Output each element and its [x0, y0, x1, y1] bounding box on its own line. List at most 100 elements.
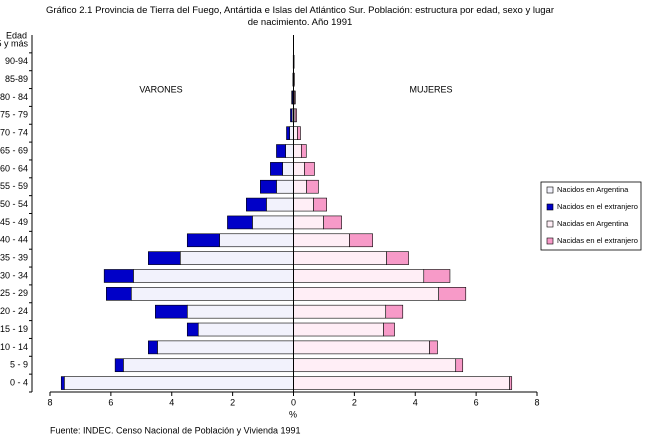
y-tick-label: 70 - 74 — [0, 128, 28, 138]
bar — [133, 269, 294, 283]
y-tick-label: 50 - 54 — [0, 199, 28, 209]
bar — [290, 108, 293, 123]
legend-box — [540, 181, 642, 251]
bar — [306, 179, 319, 194]
y-tick-label: 95 y más — [0, 38, 28, 48]
bar — [293, 233, 350, 248]
annotation: VARONES — [139, 84, 182, 94]
y-tick-label: 75 - 79 — [0, 110, 28, 120]
bar — [246, 197, 267, 212]
bar — [155, 304, 188, 319]
bar — [219, 233, 294, 248]
x-tick-label: 2 — [230, 397, 235, 407]
legend-swatch — [546, 220, 554, 228]
bar — [186, 322, 199, 337]
bar — [148, 251, 181, 265]
bar — [114, 358, 124, 373]
bar — [186, 233, 220, 248]
bar — [106, 287, 132, 301]
bar — [349, 233, 373, 248]
y-tick-label: 80 - 84 — [0, 92, 28, 102]
bar — [293, 287, 439, 301]
y-tick-label: 5 - 9 — [10, 360, 28, 370]
bar — [293, 144, 302, 158]
bar — [148, 340, 158, 355]
y-tick-label: 30 - 34 — [0, 270, 28, 280]
bar — [64, 376, 294, 390]
bar — [293, 162, 305, 176]
bar — [293, 304, 387, 319]
y-tick-label: 40 - 44 — [0, 235, 28, 245]
bar — [294, 108, 297, 123]
y-tick-label: 60 - 64 — [0, 163, 28, 173]
bar — [266, 197, 294, 212]
bar — [282, 162, 294, 176]
bar — [60, 376, 65, 390]
bar — [197, 322, 294, 337]
bar — [293, 126, 298, 140]
x-axis-label: % — [289, 409, 297, 419]
chart-title: Gráfico 2.1 Provincia de Tierra del Fueg… — [45, 5, 554, 28]
bar — [293, 322, 384, 337]
bar — [130, 287, 294, 301]
bar — [429, 340, 438, 355]
legend-swatch — [546, 237, 554, 245]
x-tick-label: 6 — [108, 397, 113, 407]
bar — [293, 251, 387, 265]
bar — [293, 269, 425, 283]
annotation: MUJERES — [409, 84, 452, 94]
bar — [383, 322, 395, 337]
bar — [386, 251, 409, 265]
bar — [293, 340, 430, 355]
y-tick-label: 25 - 29 — [0, 288, 28, 298]
legend-label: Nacidos en el extranjero — [557, 202, 638, 211]
y-tick-label: 55 - 59 — [0, 181, 28, 191]
bar — [293, 376, 510, 390]
bar — [293, 358, 457, 373]
bar — [293, 215, 324, 230]
bar — [123, 358, 294, 373]
bar — [313, 197, 327, 212]
y-tick-label: 85-89 — [5, 74, 28, 84]
bar — [385, 304, 404, 319]
bar — [186, 304, 294, 319]
y-tick-label: 15 - 19 — [0, 324, 28, 334]
bar — [423, 269, 451, 283]
legend-label: Nacidos en Argentina — [557, 185, 629, 194]
bar — [276, 179, 294, 194]
y-tick-label: 10 - 14 — [0, 342, 28, 352]
bar — [304, 162, 315, 176]
legend-label: Nacidas en el extranjero — [557, 236, 638, 245]
bar — [227, 215, 253, 230]
bar — [286, 126, 290, 140]
bar — [276, 144, 286, 158]
x-tick-label: 4 — [169, 397, 174, 407]
bar — [438, 287, 467, 301]
y-tick-label: 65 - 69 — [0, 145, 28, 155]
bar — [294, 90, 296, 105]
x-tick-label: 2 — [352, 397, 357, 407]
bar — [297, 126, 301, 140]
x-tick-label: 8 — [47, 397, 52, 407]
bar — [323, 215, 342, 230]
x-tick-label: 4 — [413, 397, 418, 407]
legend-label: Nacidas en Argentina — [557, 219, 629, 228]
bar — [509, 376, 513, 390]
bar — [103, 269, 134, 283]
x-tick-label: 8 — [534, 397, 539, 407]
bar — [157, 340, 294, 355]
source: Fuente: INDEC. Censo Nacional de Poblaci… — [50, 425, 300, 435]
y-tick-label: 90-94 — [5, 56, 28, 66]
y-tick-label: 0 - 4 — [10, 377, 28, 387]
bar — [293, 197, 314, 212]
y-axis-label: Edad — [6, 30, 27, 40]
bar — [289, 126, 294, 140]
bar — [260, 179, 277, 194]
legend-swatch — [546, 203, 554, 211]
bar — [270, 162, 283, 176]
bar — [291, 90, 293, 105]
x-tick-label: 6 — [474, 397, 479, 407]
legend-swatch — [546, 186, 554, 194]
